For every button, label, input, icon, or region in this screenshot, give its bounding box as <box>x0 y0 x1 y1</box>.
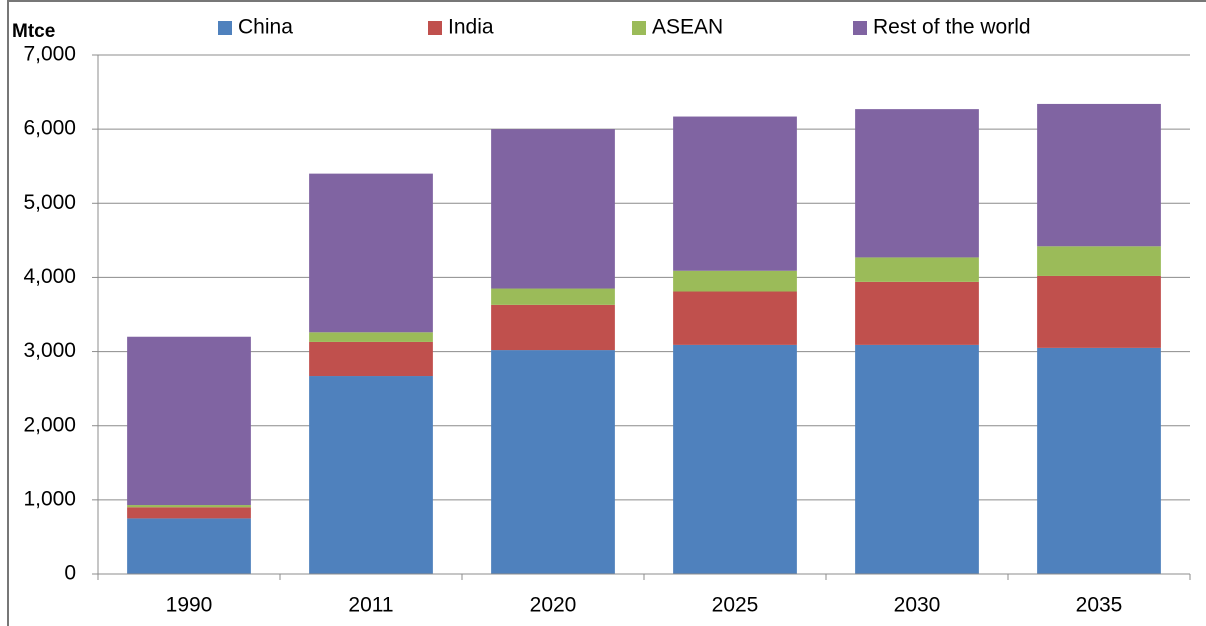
bar-segment <box>855 281 979 345</box>
y-tick-label: 7,000 <box>23 43 76 66</box>
bar-segment <box>1037 246 1161 276</box>
bar-segment <box>127 518 251 574</box>
y-tick-label: 2,000 <box>23 413 76 436</box>
legend-swatch <box>218 21 232 35</box>
bar-segment <box>309 173 433 333</box>
legend-swatch <box>632 21 646 35</box>
bar-segment <box>673 291 797 345</box>
y-tick-label: 6,000 <box>23 117 76 140</box>
bar-segment <box>855 257 979 282</box>
y-tick-label: 0 <box>64 562 76 585</box>
bar-segment <box>491 288 615 305</box>
legend-label: China <box>238 16 293 39</box>
bar-segment <box>309 376 433 574</box>
bar-segment <box>127 507 251 519</box>
bar-segment <box>855 344 979 574</box>
bar-segment <box>491 129 615 289</box>
y-tick-label: 4,000 <box>23 265 76 288</box>
legend-label: India <box>448 16 494 39</box>
legend-swatch <box>853 21 867 35</box>
bar-segment <box>127 336 251 506</box>
bar-segment <box>1037 103 1161 247</box>
y-axis-label: Mtce <box>12 21 55 42</box>
x-tick-label: 1990 <box>166 594 213 617</box>
x-tick-label: 2035 <box>1076 594 1123 617</box>
bar-segment <box>855 109 979 258</box>
legend-swatch <box>428 21 442 35</box>
bar-segment <box>673 270 797 292</box>
y-tick-label: 3,000 <box>23 339 76 362</box>
y-tick-label: 5,000 <box>23 191 76 214</box>
x-tick-label: 2030 <box>894 594 941 617</box>
x-tick-label: 2025 <box>712 594 759 617</box>
bar-segment <box>309 341 433 377</box>
bar-segment <box>1037 275 1161 348</box>
legend-label: Rest of the world <box>873 16 1031 39</box>
legend-label: ASEAN <box>652 16 723 39</box>
bar-segment <box>491 304 615 351</box>
bar-segment <box>1037 347 1161 574</box>
bar-segment <box>309 332 433 342</box>
x-tick-label: 2020 <box>530 594 577 617</box>
x-tick-label: 2011 <box>348 594 393 617</box>
y-tick-label: 1,000 <box>23 487 76 510</box>
bar-segment <box>127 505 251 508</box>
bar-segment <box>673 116 797 271</box>
bar-segment <box>491 350 615 574</box>
bar-segment <box>673 344 797 574</box>
